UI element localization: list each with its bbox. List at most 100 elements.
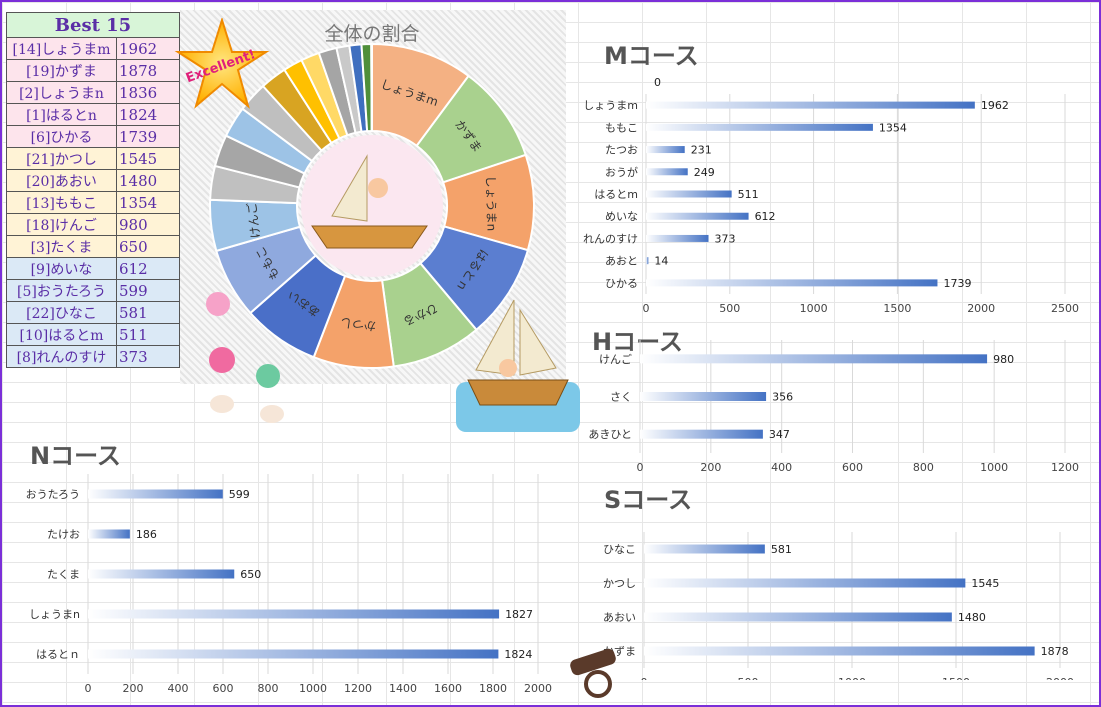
category-label: たくま [47,568,80,581]
table-row: [5]おうたろう 599 [6,279,180,302]
x-tick-label: 2000 [524,682,552,694]
bar [646,190,732,198]
bar-value-label: 511 [738,188,759,201]
player-score: 1836 [116,81,180,104]
n-course-title: Nコース [30,442,121,470]
top-label: 0 [654,76,661,89]
x-tick-label: 0 [85,682,92,694]
x-tick-label: 1500 [942,676,970,680]
category-label: ひなこ [603,543,636,556]
x-tick-label: 2500 [1051,302,1079,315]
category-label: ひかる [605,277,638,290]
egg-shell-icon [210,395,234,413]
table-row: [9]めいな 612 [6,257,180,280]
x-tick-label: 0 [643,302,650,315]
bird-icon [256,364,280,388]
player-name: [3]たくま [6,235,117,258]
player-score: 612 [116,257,180,280]
category-label: れんのすけ [583,232,638,245]
m-course-bar-chart: 0 500 1000 1500 2000 2500 しょうまm 1962 ももこ 1354 たつお 2… [583,76,1079,315]
player-name: [8]れんのすけ [6,345,117,368]
x-tick-label: 400 [771,461,792,474]
bar-value-label: 1354 [879,121,907,134]
excellent-badge: Excellent! [174,18,270,109]
bar [644,612,952,622]
bar-value-label: 1962 [981,99,1009,112]
donut-slice-label: しょうまn [483,175,498,231]
player-name: [19]かずま [6,59,117,82]
x-tick-label: 2000 [967,302,995,315]
n-course-bar-chart: 0 200 400 600 800 1000 1200 1400 1600 1800 2000 おうた… [26,474,552,694]
x-tick-label: 1400 [389,682,417,694]
bar-value-label: 249 [694,166,715,179]
bar-value-label: 581 [771,543,792,556]
bar [646,212,749,220]
x-tick-label: 1000 [800,302,828,315]
x-tick-label: 1000 [838,676,866,680]
bar-value-label: 14 [654,255,668,268]
bar-value-label: 1545 [971,577,999,590]
s-course-title: Sコース [604,486,693,514]
x-tick-label: 500 [719,302,740,315]
h-course-bar-chart: 0 200 400 600 800 1000 1200 けんご 980 さく 356 あきひと 347 [588,340,1079,474]
bar [640,354,988,364]
player-score: 1962 [116,37,180,60]
bar [640,392,767,401]
bar [644,646,1035,656]
category-label: さく [610,391,632,404]
category-label: しょうまn [29,608,80,621]
table-row: [22]ひなこ 581 [6,301,180,324]
x-tick-label: 200 [123,682,144,694]
player-name: [13]ももこ [6,191,117,214]
player-score: 650 [116,235,180,258]
table-row: [1]はるとn 1824 [6,103,180,126]
category-label: めいな [605,210,638,223]
category-label: しょうまm [583,99,638,112]
bird-icon [209,347,235,373]
x-tick-label: 500 [738,676,759,680]
table-row: [21]かつし 1545 [6,147,180,170]
star-burst-icon [174,18,270,109]
table-row: [2]しょうまn 1836 [6,81,180,104]
bar [646,123,873,131]
bar-value-label: 1878 [1041,645,1069,658]
x-tick-label: 1500 [883,302,911,315]
player-name: [18]けんご [6,213,117,236]
donut-slice [370,42,373,133]
bar [646,168,688,176]
bar-value-label: 1827 [505,608,533,621]
category-label: たけお [47,528,80,541]
bar-value-label: 612 [755,210,776,223]
egg-shell-icon [260,405,284,423]
player-score: 1739 [116,125,180,148]
bar-value-label: 347 [769,428,790,441]
table-row: [10]はるとm 511 [6,323,180,346]
bar [88,569,235,579]
category-label: おうたろう [26,488,80,501]
table-row: [3]たくま 650 [6,235,180,258]
bar-value-label: 1824 [504,648,532,661]
donut-slice-label: けんご [244,202,263,240]
bar [88,529,130,539]
bar-value-label: 356 [772,391,793,404]
player-name: [20]あおい [6,169,117,192]
x-tick-label: 2000 [1046,676,1074,680]
table-title: Best 15 [6,12,180,38]
x-tick-label: 1800 [479,682,507,694]
x-tick-label: 1600 [434,682,462,694]
table-row: [18]けんご 980 [6,213,180,236]
sailing-ship-illustration [456,299,580,432]
bird-icon [206,292,230,316]
player-score: 1354 [116,191,180,214]
player-score: 511 [116,323,180,346]
bar [88,489,223,499]
category-label: けんご [599,352,632,366]
table-row: [19]かずま 1878 [6,59,180,82]
donut-chart-panel: 全体の割合 しょうまm かずま しょうまn はるとｎ ひかる かつし あおい ももこ けんご [180,10,566,384]
bar [646,257,649,265]
x-tick-label: 200 [700,461,721,474]
table-row: [8]れんのすけ 373 [6,345,180,368]
bar [640,429,763,439]
x-tick-label: 0 [641,676,648,680]
